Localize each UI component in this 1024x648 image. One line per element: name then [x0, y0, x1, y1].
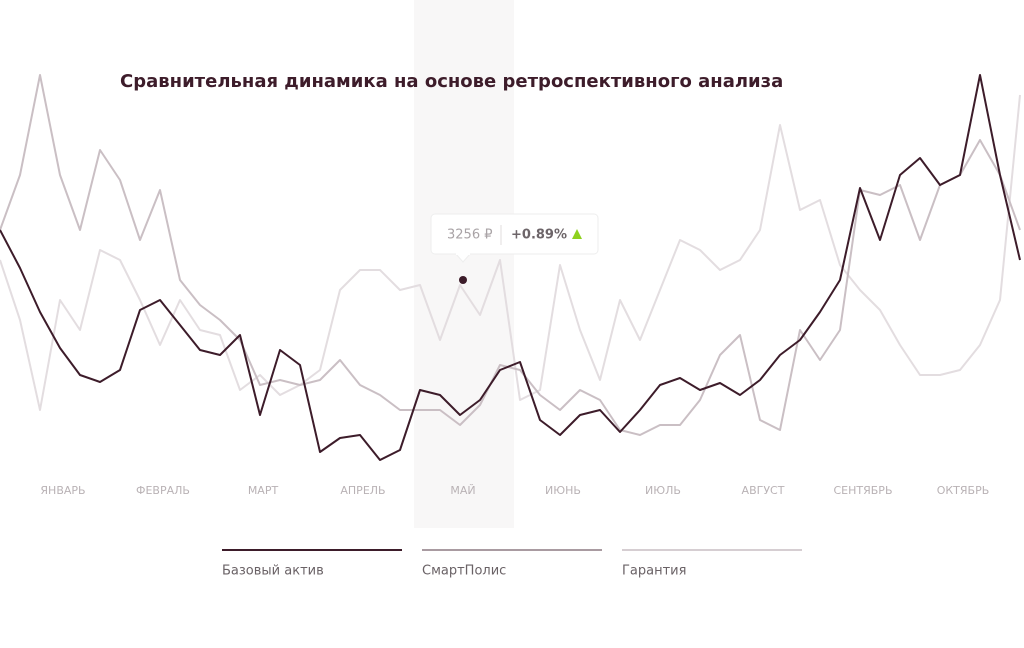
legend: Базовый актив СмартПолис Гарантия — [222, 549, 802, 579]
x-axis: ЯНВАРЬ ФЕВРАЛЬ МАРТ АПРЕЛЬ МАЙ ИЮНЬ ИЮЛЬ АВГУСТ… — [40, 484, 989, 497]
x-tick-label: МАРТ — [248, 484, 279, 497]
tooltip-change: +0.89% — [511, 228, 567, 243]
x-tick-label: АВГУСТ — [742, 484, 785, 497]
legend-label: Базовый актив — [222, 564, 324, 579]
x-tick-label: СЕНТЯБРЬ — [834, 484, 893, 497]
highlight-band — [414, 0, 514, 528]
tooltip-arrow — [455, 253, 471, 263]
tooltip-dot — [459, 276, 467, 284]
tooltip-price: 3256 ₽ — [447, 228, 493, 243]
series-line — [0, 74, 1021, 436]
x-tick-label: ФЕВРАЛЬ — [136, 484, 190, 497]
chart-title: Сравнительная динамика на основе ретросп… — [120, 71, 783, 92]
x-tick-label: АПРЕЛЬ — [340, 484, 385, 497]
legend-label: Гарантия — [622, 564, 686, 579]
x-tick-label: МАЙ — [450, 484, 475, 497]
lines — [0, 74, 1021, 461]
x-tick-label: ИЮЛЬ — [645, 484, 681, 497]
series-line — [0, 74, 1021, 461]
x-tick-label: ОКТЯБРЬ — [937, 484, 990, 497]
tooltip: 3256 ₽ +0.89% — [430, 213, 599, 284]
x-tick-label: ЯНВАРЬ — [40, 484, 85, 497]
x-tick-label: ИЮНЬ — [545, 484, 581, 497]
series-line — [0, 94, 1021, 411]
tooltip-up-icon — [572, 229, 582, 239]
tooltip-box — [430, 213, 599, 255]
legend-label: СмартПолис — [422, 564, 506, 579]
